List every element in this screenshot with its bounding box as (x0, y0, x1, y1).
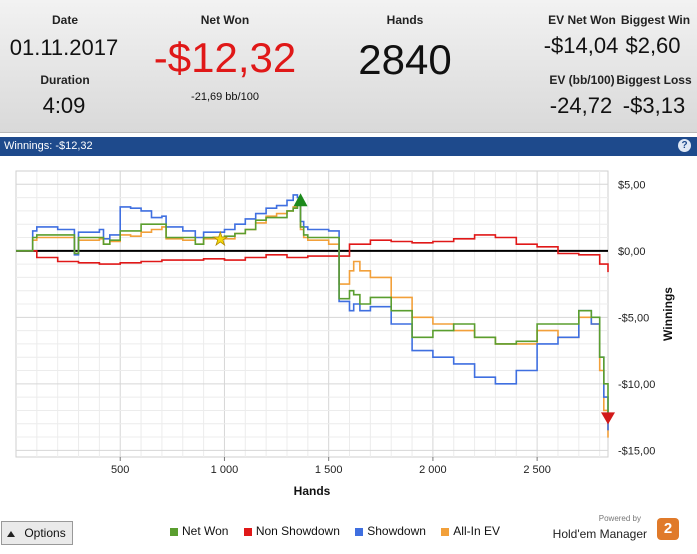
legend-all-in-ev-label: All-In EV (453, 524, 500, 538)
legend-showdown-swatch (355, 527, 364, 536)
series-line-showdown (16, 194, 609, 431)
brand-area: Powered by Hold'em Manager 2 (545, 514, 685, 546)
brand-name: Hold'em Manager (552, 527, 647, 541)
series-line-non-showdown (16, 234, 609, 273)
legend-net-won-label: Net Won (182, 524, 229, 538)
y-tick-label: $0,00 (618, 246, 646, 258)
ev-net-won-value: -$14,04 (543, 33, 619, 58)
legend-net-won-swatch (170, 527, 178, 536)
legend-non-showdown[interactable]: Non Showdown (243, 524, 340, 538)
net-won-label: Net Won (200, 13, 250, 27)
x-tick-label: 2 000 (419, 464, 447, 476)
question-icon[interactable]: ? (678, 139, 691, 152)
legend-showdown[interactable]: Showdown (355, 524, 426, 538)
plot-area (15, 170, 609, 458)
duration-value: 4:09 (42, 93, 86, 118)
date-value: 01.11.2017 (9, 35, 119, 60)
ev-bb-label: EV (bb/100) (549, 73, 615, 87)
winnings-chart: ★ 500 1 000 1 500 2 000 2 500 $5,00 $0,00 -$5,00… (0, 156, 697, 549)
up-arrow-icon (7, 530, 15, 537)
legend-net-won[interactable]: Net Won (170, 524, 228, 538)
x-tick-label: 1 000 (211, 464, 239, 476)
x-tick-label: 500 (111, 464, 129, 476)
bb-per-100: -21,69 bb/100 (191, 91, 259, 103)
options-button[interactable]: Options (1, 521, 73, 545)
panel-title: Winnings: -$12,32 (4, 140, 93, 152)
x-axis-label: Hands (294, 484, 331, 498)
biggest-win-value: $2,60 (625, 33, 681, 58)
x-tick-label: 2 500 (523, 464, 551, 476)
powered-by: Powered by (598, 514, 641, 523)
date-label: Date (51, 13, 78, 27)
biggest-loss-label: Biggest Loss (616, 73, 692, 87)
legend-non-showdown-swatch (243, 527, 252, 536)
y-tick-label: -$15,00 (618, 445, 655, 457)
winnings-panel-header: Winnings: -$12,32 ? (0, 137, 697, 156)
x-tick-label: 1 500 (315, 464, 343, 476)
stats-panel: Date 01.11.2017 Duration 4:09 Net Won -$… (0, 0, 697, 133)
biggest-win-label: Biggest Win (620, 13, 691, 27)
ev-net-won-label: EV Net Won (548, 13, 616, 27)
hands-label: Hands (386, 13, 424, 27)
y-tick-label: -$10,00 (618, 379, 655, 391)
y-tick-label: $5,00 (618, 179, 646, 191)
ev-bb-value: -24,72 (549, 93, 613, 118)
options-label: Options (24, 526, 66, 540)
legend-all-in-ev[interactable]: All-In EV (441, 524, 500, 538)
chart-legend: Net Won Non Showdown Showdown All-In EV (170, 524, 512, 538)
hem2-logo-icon: 2 (657, 518, 679, 540)
hands-value: 2840 (358, 36, 452, 83)
net-won-value: -$12,32 (153, 34, 297, 81)
legend-showdown-label: Showdown (367, 524, 426, 538)
biggest-loss-value: -$3,13 (622, 93, 686, 118)
legend-non-showdown-label: Non Showdown (255, 524, 340, 538)
duration-label: Duration (40, 73, 90, 87)
y-tick-label: -$5,00 (618, 312, 649, 324)
series-line-net-won (16, 203, 609, 415)
chart-svg: ★ 500 1 000 1 500 2 000 2 500 $5,00 $0,00 -$5,00… (15, 170, 675, 498)
y-axis-label: Winnings (661, 287, 675, 341)
legend-all-in-ev-swatch (441, 527, 450, 536)
star-icon: ★ (212, 229, 228, 249)
green-triangle-marker (293, 193, 308, 207)
red-triangle-marker (601, 412, 615, 425)
